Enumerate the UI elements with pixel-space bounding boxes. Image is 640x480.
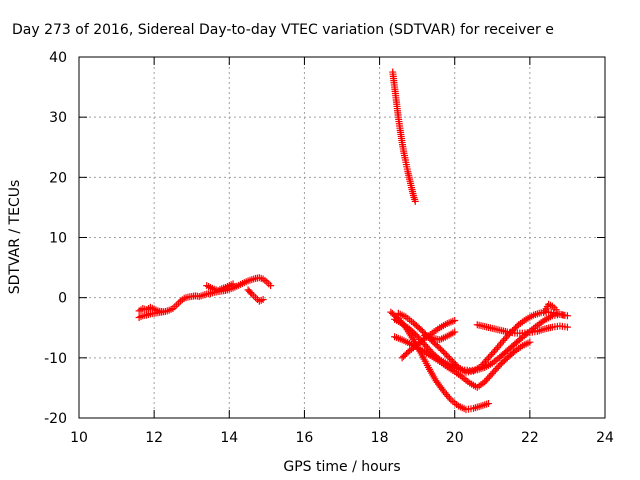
data-point [501, 335, 509, 343]
data-point [417, 326, 425, 334]
data-point [412, 331, 420, 339]
data-point [450, 359, 458, 367]
data-point [247, 289, 255, 297]
data-point [421, 341, 429, 349]
y-tick-label: 20 [49, 170, 67, 186]
data-point [451, 328, 459, 336]
chart-title: Day 273 of 2016, Sidereal Day-to-day VTE… [12, 22, 554, 38]
x-tick-label: 10 [70, 430, 88, 446]
data-point [229, 280, 237, 288]
data-point [267, 282, 275, 290]
data-point [480, 359, 488, 367]
data-point [445, 354, 453, 362]
x-tick-labels: 10 12 14 16 18 20 22 24 [70, 430, 614, 446]
y-tick-label: 30 [49, 110, 67, 126]
data-point [438, 385, 446, 393]
data-point [487, 371, 495, 379]
x-tick-label: 20 [446, 430, 464, 446]
data-point [439, 348, 447, 356]
data-point [485, 354, 493, 362]
x-axis-label: GPS time / hours [283, 459, 400, 475]
data-point [482, 357, 490, 365]
y-tick-label: -10 [44, 351, 67, 367]
data-point [438, 346, 446, 354]
data-point [488, 350, 496, 358]
data-point [483, 356, 491, 364]
y-tick-labels: -20 -10 0 10 20 30 40 [44, 50, 67, 427]
axis-ticks [78, 56, 606, 419]
data-point [489, 349, 497, 357]
data-point [415, 334, 423, 342]
data-point [444, 353, 452, 361]
data-point [418, 327, 426, 335]
data-point [447, 356, 455, 364]
data-point [526, 338, 534, 346]
data-point [563, 312, 571, 320]
x-tick-label: 22 [521, 430, 539, 446]
data-point [485, 400, 493, 408]
data-point [451, 317, 459, 325]
data-point [451, 360, 459, 368]
x-tick-label: 24 [596, 430, 614, 446]
y-axis-label: SDTVAR / TECUs [7, 180, 23, 295]
data-point [482, 376, 490, 384]
y-tick-label: -20 [44, 411, 67, 427]
data-point [484, 375, 492, 383]
data-point [563, 323, 571, 331]
data-point [493, 364, 501, 372]
data-point [158, 308, 166, 316]
data-point [485, 373, 493, 381]
x-tick-label: 16 [296, 430, 314, 446]
y-tick-label: 0 [58, 291, 67, 307]
data-point [422, 342, 430, 350]
grid [79, 57, 605, 418]
data-point [477, 362, 485, 370]
x-tick-label: 12 [145, 430, 163, 446]
data-point [503, 333, 511, 341]
data-point [494, 363, 502, 371]
data-points [135, 68, 571, 414]
data-point [479, 361, 487, 369]
data-point [481, 378, 489, 386]
y-tick-label: 10 [49, 231, 67, 247]
data-point [490, 368, 498, 376]
plot-frame [78, 56, 606, 419]
data-point [486, 352, 494, 360]
data-point [259, 295, 267, 303]
data-point [500, 336, 508, 344]
data-point [413, 332, 421, 340]
data-point [491, 366, 499, 374]
data-point [424, 344, 432, 352]
data-point [448, 357, 456, 365]
x-tick-label: 14 [220, 430, 238, 446]
data-point [441, 349, 449, 357]
data-point [552, 306, 560, 314]
data-point [411, 197, 419, 205]
x-tick-label: 18 [371, 430, 389, 446]
data-point [491, 347, 499, 355]
data-point [488, 369, 496, 377]
y-tick-label: 40 [49, 50, 67, 66]
data-point [442, 351, 450, 359]
data-point [560, 311, 568, 319]
